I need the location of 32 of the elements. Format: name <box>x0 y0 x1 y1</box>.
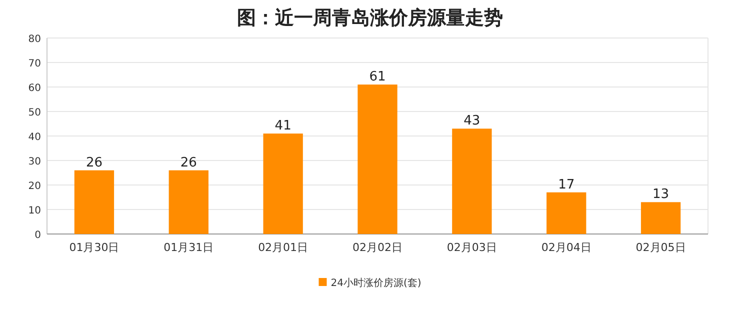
x-tick-label: 02月03日 <box>446 241 497 254</box>
data-label: 41 <box>274 118 292 134</box>
bar <box>452 128 492 234</box>
x-tick-label: 02月02日 <box>352 241 402 254</box>
data-label: 13 <box>652 187 670 202</box>
y-tick-label: 70 <box>28 58 41 70</box>
bar <box>358 84 398 234</box>
data-label: 17 <box>558 177 575 192</box>
bar <box>263 134 303 234</box>
data-label: 43 <box>464 114 480 129</box>
bar <box>640 202 681 234</box>
x-tick-label: 02月04日 <box>541 241 592 254</box>
y-tick-label: 30 <box>28 156 41 168</box>
data-label: 26 <box>86 155 102 170</box>
y-tick-label: 40 <box>28 132 41 143</box>
legend-label: 24小时涨价房源(套) <box>330 277 422 289</box>
data-label: 26 <box>180 155 197 170</box>
y-tick-label: 80 <box>28 34 41 45</box>
bar <box>168 170 208 234</box>
y-tick-label: 10 <box>28 206 41 216</box>
x-tick-label: 01月30日 <box>69 241 120 254</box>
data-label: 61 <box>369 70 386 85</box>
x-tick-label: 02月05日 <box>636 241 686 254</box>
y-tick-label: 0 <box>34 230 41 241</box>
x-tick-label: 01月31日 <box>164 241 214 254</box>
y-tick-label: 50 <box>28 108 41 118</box>
bar <box>74 170 114 234</box>
x-tick-label: 02月01日 <box>258 241 308 254</box>
bar <box>546 192 586 234</box>
chart-title: 图：近一周青岛涨价房源量走势 <box>237 7 503 29</box>
y-tick-label: 20 <box>28 181 41 192</box>
y-tick-label: 60 <box>28 83 41 94</box>
